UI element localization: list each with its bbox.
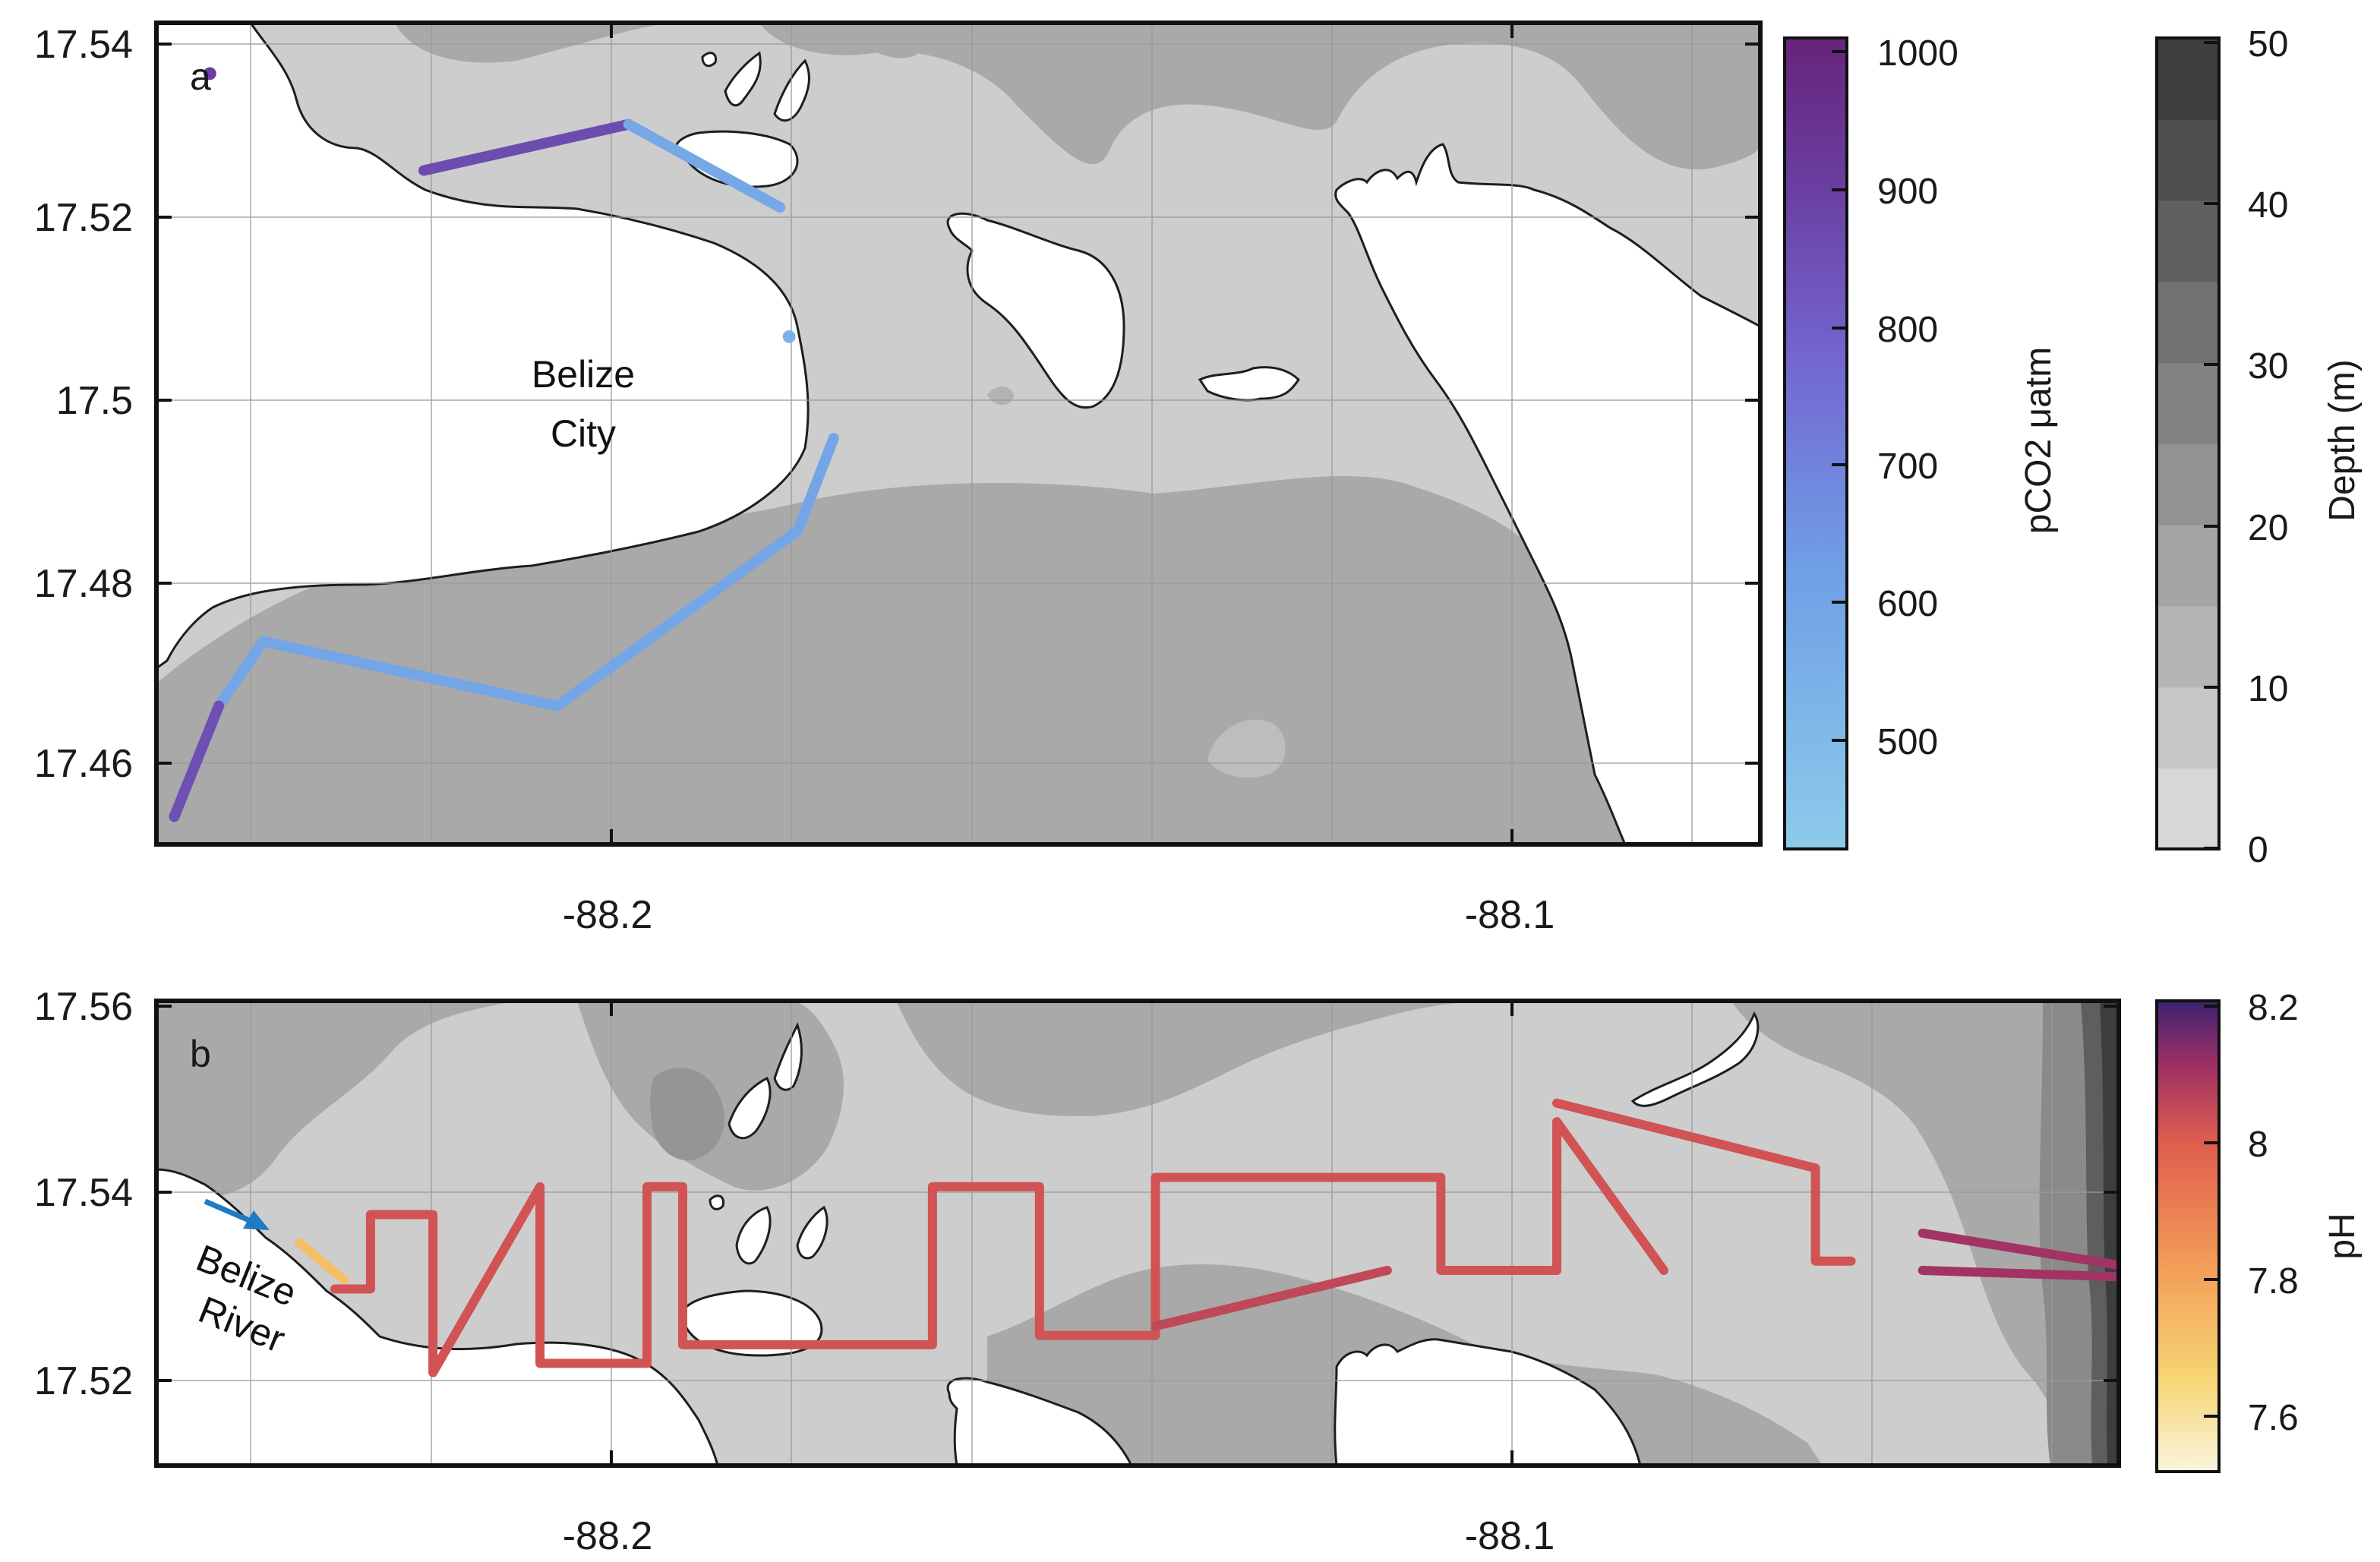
panel-a-y-tick: 17.48 (34, 562, 133, 606)
track-segment (623, 118, 786, 213)
colorbar-pco2-gradient (1783, 36, 1848, 850)
land-island (680, 1289, 823, 1357)
gridlines (156, 1001, 2119, 1466)
colorbar-depth-tick: 0 (2248, 830, 2268, 870)
track-point (204, 67, 216, 80)
colorbar-ph-gradient (2155, 999, 2221, 1473)
colorbar-depth-band (2157, 524, 2219, 607)
panel-a-y-tick: 17.46 (34, 742, 133, 786)
colorbar-pco2-tick: 800 (1877, 310, 1938, 350)
colorbar-depth: 50 40 30 20 10 0 Depth (m) (2155, 24, 2363, 870)
colorbar-depth-band (2157, 362, 2219, 444)
track-segment (418, 118, 634, 176)
land-island (1630, 1011, 1760, 1107)
colorbar-depth-band (2157, 118, 2219, 201)
panel-b-y-tick: 17.56 (34, 985, 133, 1029)
track-segment (1552, 1098, 1856, 1266)
pco2-track (169, 67, 839, 822)
land-east (1334, 1338, 1642, 1466)
track-segment (213, 433, 839, 712)
ph-track (294, 1098, 2119, 1377)
colorbar-ph-title: pH (2322, 1213, 2363, 1259)
land-belize-city (156, 23, 810, 670)
belize-city-label-line2: City (551, 412, 616, 455)
colorbar-pco2-tick: 700 (1877, 447, 1938, 487)
colorbar-depth-tick: 10 (2248, 669, 2288, 709)
colorbar-ph: 8.2 8 7.8 7.6 pH (2155, 988, 2363, 1473)
colorbar-depth-tick: 30 (2248, 346, 2288, 387)
track-segment (294, 1238, 349, 1285)
colorbar-depth-title: Depth (m) (2322, 359, 2363, 521)
panel-b-y-tick: 17.54 (34, 1171, 133, 1215)
colorbar-pco2-tick: 900 (1877, 172, 1938, 212)
panel-b-label: b (190, 1033, 211, 1075)
colorbar-ph-tick: 7.8 (2248, 1261, 2299, 1302)
panel-a-frame (154, 21, 1763, 847)
colorbar-depth-band (2157, 200, 2219, 282)
bathymetry-band (156, 1001, 516, 1198)
land-island (946, 212, 1125, 409)
land-island (796, 1205, 829, 1260)
colorbar-ph-tick: 8 (2248, 1125, 2268, 1165)
colorbar-depth-frame (2155, 36, 2221, 850)
panel-a-y-tick: 17.5 (56, 379, 133, 423)
panel-a-label: a (190, 55, 211, 98)
bathymetry-band (1731, 1001, 2119, 1466)
colorbar-depth-band (2157, 768, 2219, 850)
bathymetry-band (395, 23, 668, 63)
colorbar-depth-band (2157, 38, 2219, 120)
colorbar-depth-band (2157, 443, 2219, 525)
land-island (724, 51, 762, 107)
track-segment (330, 1117, 1668, 1377)
gridlines (156, 23, 1760, 844)
panel-b-frame (154, 999, 2121, 1468)
land-island (701, 52, 718, 68)
land-island (709, 1194, 725, 1210)
bathymetry-band (156, 476, 1760, 844)
colorbar-depth-band (2157, 686, 2219, 769)
panel-a-x-tick: -88.1 (1465, 893, 1555, 937)
colorbar-pco2-tick: 600 (1877, 584, 1938, 624)
land-island (735, 1206, 772, 1265)
colorbar-ph-tick: 7.6 (2248, 1398, 2299, 1438)
panel-b-map: b Belize River 17.56 17.54 17.52 -88.2 -… (34, 985, 2121, 1558)
river-arrow-icon (204, 1198, 270, 1230)
track-segment (169, 700, 225, 822)
colorbar-depth-tick: 50 (2248, 24, 2288, 65)
colorbar-depth-band (2157, 281, 2219, 364)
colorbar-pco2-title: pCO2 μatm (2019, 347, 2059, 534)
colorbar-pco2-tick: 500 (1877, 722, 1938, 762)
land-island (773, 1022, 803, 1091)
panel-b-y-tick: 17.52 (34, 1359, 133, 1403)
colorbar-depth-tick: 20 (2248, 508, 2288, 548)
land-belize-river (156, 1168, 719, 1466)
bathymetry-deep (2100, 1001, 2119, 1466)
colorbar-pco2: 1000 900 800 700 600 500 pCO2 μatm (1783, 33, 2059, 850)
colorbar-depth-tick: 40 (2248, 185, 2288, 226)
colorbar-ph-tick: 8.2 (2248, 988, 2299, 1028)
colorbar-depth-band (2157, 605, 2219, 688)
panel-a-x-tick: -88.2 (563, 893, 653, 937)
panel-b-x-tick: -88.2 (563, 1514, 653, 1558)
belize-city-label-line1: Belize (532, 353, 635, 396)
panel-a-y-tick: 17.52 (34, 196, 133, 240)
panel-b-x-tick: -88.1 (1465, 1514, 1555, 1558)
track-point (782, 330, 796, 343)
bathymetry-band (650, 1068, 724, 1161)
bathymetry-band (759, 23, 1760, 170)
panel-a-map: a Belize City 17.54 17.52 17.5 17.48 17.… (34, 21, 1763, 937)
colorbar-pco2-tick: 1000 (1877, 33, 1959, 74)
bathymetry-band (820, 23, 927, 58)
bathymetry-band (896, 1001, 1488, 1116)
track-segment (1918, 1229, 2119, 1282)
track-segment (1151, 1265, 1392, 1331)
panel-a-y-tick: 17.54 (34, 23, 133, 67)
land-island (728, 1076, 772, 1140)
